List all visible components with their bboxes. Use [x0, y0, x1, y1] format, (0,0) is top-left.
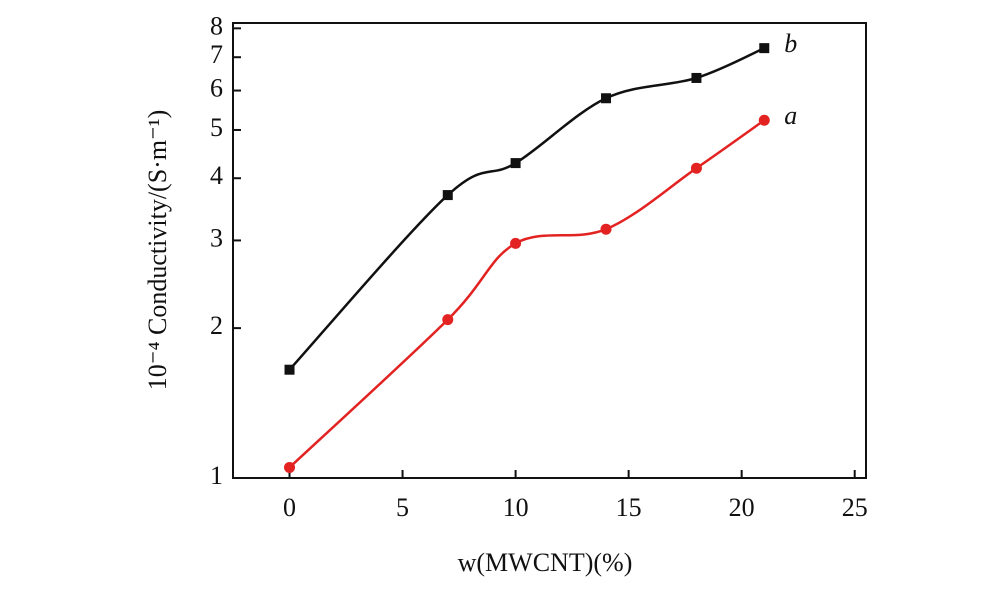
y-tick-label: 7 — [210, 40, 223, 69]
y-tick-label: 1 — [210, 461, 223, 490]
x-tick-label: 25 — [842, 493, 868, 522]
x-tick-label: 10 — [503, 493, 529, 522]
series-line — [288, 46, 765, 371]
y-tick-label: 8 — [210, 11, 223, 40]
x-tick-label: 20 — [729, 493, 755, 522]
data-point — [601, 93, 612, 104]
data-point — [510, 237, 522, 249]
y-tick-label: 5 — [210, 113, 223, 142]
series-name: b — [784, 29, 797, 58]
y-tick-label: 6 — [210, 74, 223, 103]
data-point — [691, 72, 702, 83]
x-tick-label: 5 — [396, 493, 409, 522]
data-point — [758, 114, 770, 126]
data-point — [510, 158, 521, 169]
data-point — [284, 461, 296, 473]
data-point — [759, 43, 770, 54]
series-name: a — [784, 101, 797, 130]
data-point — [284, 364, 295, 375]
x-tick-label: 0 — [283, 493, 296, 522]
y-tick-label: 4 — [210, 161, 223, 190]
data-point — [442, 314, 454, 326]
y-tick-label: 3 — [210, 223, 223, 252]
data-point — [442, 190, 453, 201]
y-tick-label: 2 — [210, 311, 223, 340]
y-axis-label: 10⁻⁴ Conductivity/(S·m⁻¹) — [143, 110, 172, 390]
data-point — [690, 162, 702, 174]
data-point — [600, 223, 612, 235]
plot-frame — [232, 22, 867, 479]
x-tick-label: 15 — [616, 493, 642, 522]
x-axis-label: w(MWCNT)(%) — [458, 548, 633, 577]
